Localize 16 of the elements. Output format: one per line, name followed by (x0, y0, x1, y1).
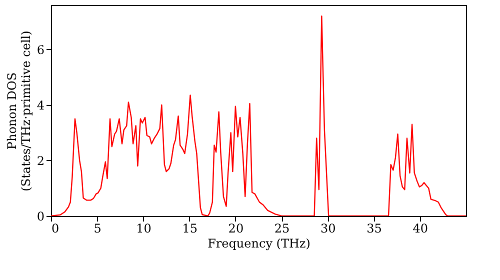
x-tick-label: 10 (136, 222, 152, 236)
x-tick-label: 40 (412, 222, 428, 236)
y-tick-label: 6 (36, 42, 44, 57)
x-tick-label: 0 (52, 222, 60, 236)
y-tick-label: 0 (36, 210, 44, 224)
y-axis-title: Phonon DOS (States/THz·primitive cell) (4, 30, 33, 192)
x-axis-title: Frequency (THz) (208, 236, 310, 250)
x-tick-label: 35 (366, 222, 382, 236)
x-tick-label: 30 (320, 222, 336, 236)
y-tick-label: 4 (36, 98, 45, 112)
x-tick-label: 5 (94, 222, 102, 236)
x-tick-label: 25 (274, 222, 290, 236)
y-tick-label: 2 (36, 154, 44, 168)
x-tick-label: 15 (182, 222, 198, 236)
x-tick-label: 20 (228, 222, 244, 236)
line-series (51, 16, 466, 216)
